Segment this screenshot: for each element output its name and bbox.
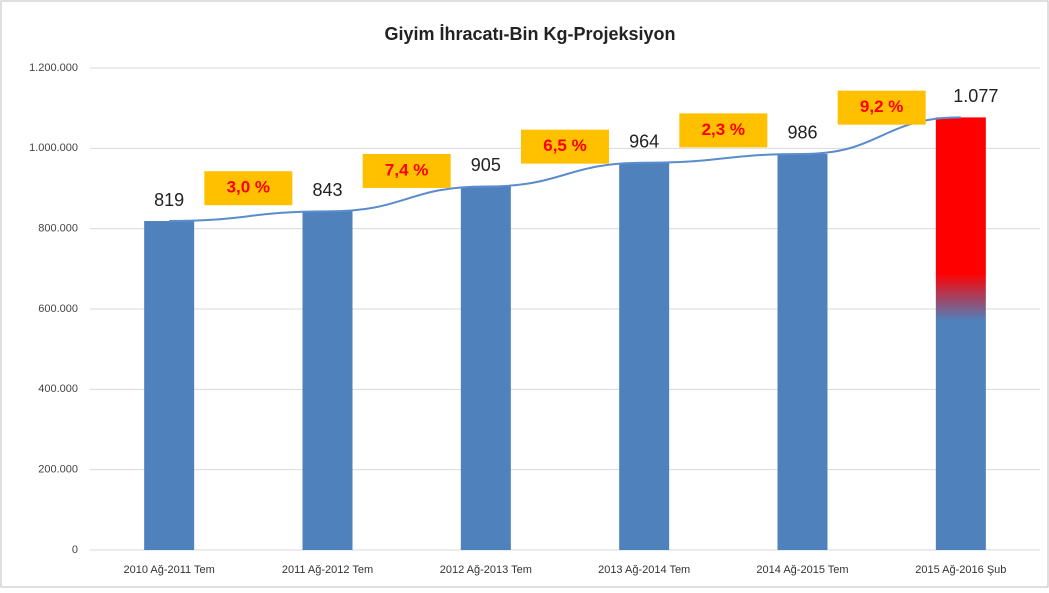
- growth-label: 7,4 %: [385, 160, 428, 179]
- growth-label: 9,2 %: [860, 97, 903, 116]
- bar: [144, 221, 195, 550]
- growth-label: 3,0 %: [227, 178, 270, 197]
- bar: [460, 186, 511, 550]
- y-tick-label: 200.000: [38, 464, 78, 476]
- growth-box: [362, 153, 451, 188]
- data-label: 986: [787, 123, 817, 143]
- x-tick-label: 2012 Ağ-2013 Tem: [440, 564, 532, 576]
- growth-box: [837, 90, 926, 125]
- growth-box: [521, 129, 609, 164]
- data-label: 819: [154, 190, 184, 210]
- bar: [619, 162, 670, 550]
- bar: [302, 211, 353, 550]
- data-label: 843: [312, 180, 342, 200]
- y-tick-label: 800.000: [38, 223, 78, 235]
- y-tick-label: 0: [72, 544, 78, 556]
- bar: [777, 153, 828, 550]
- data-label: 905: [471, 155, 501, 175]
- y-tick-label: 1.000.000: [29, 142, 78, 154]
- bar: [935, 117, 986, 550]
- x-tick-label: 2013 Ağ-2014 Tem: [598, 564, 690, 576]
- growth-label: 6,5 %: [543, 136, 586, 155]
- growth-box: [204, 171, 293, 206]
- x-tick-label: 2015 Ağ-2016 Şub: [915, 564, 1006, 576]
- growth-label: 2,3 %: [702, 120, 745, 139]
- y-tick-label: 600.000: [38, 303, 78, 315]
- data-label: 1.077: [953, 86, 998, 106]
- growth-box: [679, 113, 768, 148]
- chart-title: Giyim İhracatı-Bin Kg-Projeksiyon: [384, 24, 675, 44]
- x-tick-label: 2014 Ağ-2015 Tem: [756, 564, 848, 576]
- trend-line: [169, 116, 961, 223]
- x-tick-label: 2011 Ağ-2012 Tem: [282, 564, 373, 576]
- y-tick-label: 400.000: [38, 383, 78, 395]
- data-label: 964: [629, 132, 659, 152]
- x-tick-label: 2010 Ağ-2011 Tem: [123, 564, 214, 576]
- y-tick-label: 1.200.000: [29, 62, 78, 74]
